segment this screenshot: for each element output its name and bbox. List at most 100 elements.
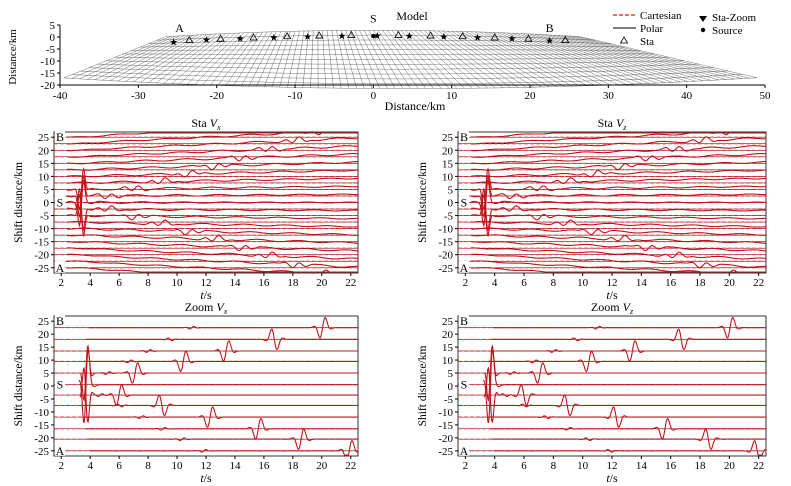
sta-vz-title: Sta Vz xyxy=(598,116,628,132)
mesh-arc xyxy=(140,44,626,48)
zoom-vz-frame xyxy=(457,315,767,457)
model-x-tick-label: 30 xyxy=(603,90,615,102)
sta-vz-trace xyxy=(471,179,766,228)
zoom-vx-y-tick-label: -5 xyxy=(40,394,50,406)
sta-vz-x-tick-label: 20 xyxy=(724,277,736,289)
zoom-vz-x-tick-label: 14 xyxy=(636,460,648,472)
sta-vz-trace xyxy=(471,227,766,236)
sta-vz-trace xyxy=(471,234,767,244)
zoom-vx-x-tick-label: 8 xyxy=(145,460,151,472)
model-y-tick-label: -20 xyxy=(40,80,55,92)
legend-source-label: Source xyxy=(712,25,743,37)
sta-zoom-marker xyxy=(546,37,554,44)
sta-vz-x-tick-label: 12 xyxy=(607,277,618,289)
mesh-arc xyxy=(106,60,684,65)
legend-sta-swatch xyxy=(619,36,629,44)
sta-vx-y-tick-label: 15 xyxy=(38,158,50,170)
zoom-vz-ylabel: Shift distance/km xyxy=(417,346,429,427)
zoom-vx-x-tick-label: 14 xyxy=(229,460,241,472)
sta-zoom-marker xyxy=(373,32,381,39)
xlabel-unit: /s xyxy=(204,471,212,485)
xlabel-var: t xyxy=(606,471,610,485)
zoom-vz-title: Zoom Vz xyxy=(591,300,634,316)
sta-marker xyxy=(426,31,435,39)
sta-marker xyxy=(315,31,324,39)
sta-vx-trace xyxy=(66,145,359,158)
xlabel-var: t xyxy=(606,288,610,302)
zoom-vz-trace xyxy=(482,349,766,424)
title-sub: x xyxy=(223,307,228,316)
sta-vx-label-B: B xyxy=(56,130,64,144)
zoom-vx-trace xyxy=(85,417,358,440)
sta-vx-x-tick-label: 10 xyxy=(172,277,184,289)
sta-marker xyxy=(561,35,570,44)
title-var: V xyxy=(216,300,225,314)
zoom-vz-x-tick-label: 8 xyxy=(551,460,557,472)
model-xlabel: Distance/km xyxy=(385,99,446,113)
sta-vx-trace xyxy=(66,247,359,260)
zoom-vz-label-S: S xyxy=(461,378,468,392)
legend-sta-zoom-label: Sta-Zoom xyxy=(712,12,756,24)
label-bg xyxy=(55,377,65,390)
sta-zoom-marker xyxy=(303,33,312,40)
zoom-vx-x-tick-label: 22 xyxy=(345,460,356,472)
sta-vx-y-tick-label: 0 xyxy=(44,198,50,210)
sta-vx-trace xyxy=(67,169,358,178)
legend-sta-label: Sta xyxy=(640,36,654,48)
sta-zoom-marker xyxy=(270,33,278,41)
sta-vx-y-tick-label: 10 xyxy=(38,171,50,183)
sta-zoom-marker xyxy=(202,36,211,43)
sta-vx-x-tick-label: 20 xyxy=(316,277,328,289)
sta-vx-trace xyxy=(66,179,358,228)
sta-vx-label-A: A xyxy=(56,261,65,275)
zoom-vz-trace xyxy=(488,340,766,362)
sta-vz-trace-labels: B S A xyxy=(459,130,469,275)
zoom-vx-x-tick-label: 18 xyxy=(287,460,299,472)
xlabel-unit: /s xyxy=(204,288,212,302)
sta-vx-x-tick-label: 22 xyxy=(345,277,356,289)
sta-marker xyxy=(282,31,292,40)
sta-vx-trace xyxy=(66,219,359,228)
zoom-vx-y-tick-label: 10 xyxy=(38,355,50,367)
sta-zoom-marker xyxy=(473,33,482,41)
model-x-tick-label: 50 xyxy=(760,90,772,102)
sta-vx-trace xyxy=(67,193,358,238)
label-bg xyxy=(459,314,469,327)
model-y-tick-label: 5 xyxy=(50,20,56,32)
model-x-tick-label: -20 xyxy=(209,90,224,102)
sta-vz-trace xyxy=(471,160,766,171)
zoom-vx-y-tick-label: -10 xyxy=(34,407,49,419)
mesh-arc xyxy=(80,70,728,80)
label-bg xyxy=(55,443,65,456)
zoom-vz-y-tick-label: -15 xyxy=(438,420,453,432)
sta-vx-trace xyxy=(67,253,358,269)
label-bg xyxy=(459,260,469,273)
zoom-vx-trace-labels: B S A xyxy=(55,314,65,458)
sta-marker xyxy=(347,30,356,38)
mesh-arc xyxy=(63,77,758,89)
sta-vz-y-tick-label: -25 xyxy=(438,263,453,275)
sta-vz-trace xyxy=(471,174,766,219)
sta-vx-y-tick-label: 5 xyxy=(44,184,50,196)
zoom-vx-trace xyxy=(87,428,358,450)
sta-vx-trace xyxy=(67,160,358,171)
zoom-vx-y-tick-label: -20 xyxy=(34,433,49,445)
zoom-vz-y-tick-label: 20 xyxy=(442,329,454,341)
title-sub: x xyxy=(216,123,221,132)
sta-vx-trace xyxy=(67,153,359,165)
model-y-tick-label: -10 xyxy=(40,56,55,68)
zoom-vz-x-tick-label: 12 xyxy=(607,460,618,472)
mesh-line xyxy=(581,36,758,78)
sta-marker xyxy=(458,31,467,40)
zoom-vz-y-tick-label: -20 xyxy=(438,433,453,445)
sta-vz-trace xyxy=(471,253,766,269)
zoom-vx-trace xyxy=(79,366,358,424)
sta-vz-trace xyxy=(471,247,767,260)
zoom-vz-y-tick-label: -5 xyxy=(444,394,454,406)
mesh-arc xyxy=(148,39,611,44)
sta-marker xyxy=(490,33,499,41)
zoom-vx-xlabel: t/s xyxy=(200,471,212,485)
label-bg xyxy=(55,195,65,208)
sta-vz-y-tick-label: -10 xyxy=(438,224,453,236)
label-bg xyxy=(55,314,65,327)
